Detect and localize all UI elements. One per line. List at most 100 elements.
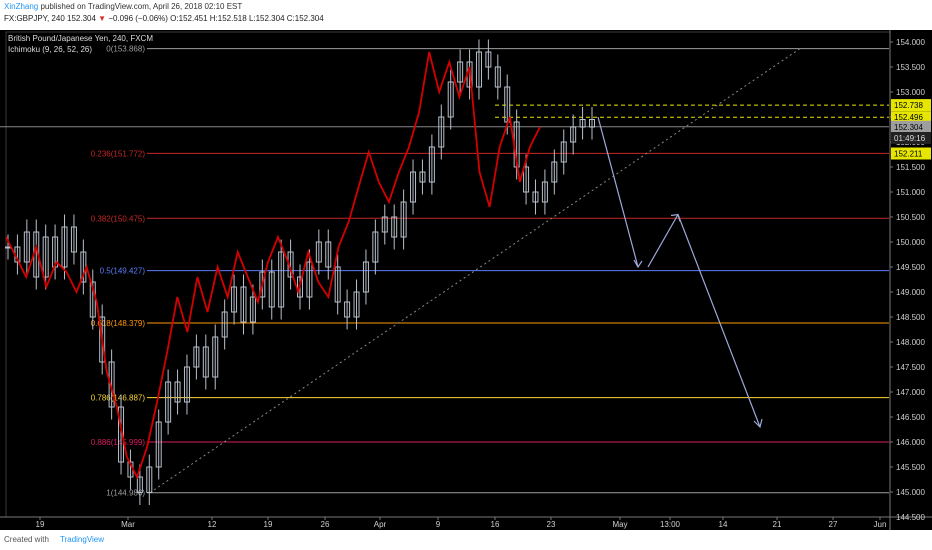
candle-body [165,381,172,423]
candle-body [494,66,501,88]
fib-level-label: 0.382(150.475) [91,214,146,223]
y-tick-label: 153.500 [896,63,925,72]
price-label-box [891,111,931,124]
candle-body [344,301,351,318]
x-tick-label: 12 [208,520,217,529]
last-price: 152.304 [67,14,96,23]
x-tick-label: 27 [829,520,838,529]
publish-header: XinZhang published on TradingView.com, A… [0,0,932,30]
y-tick-label: 153.000 [896,88,925,97]
fib-level-label: 0.236(151.772) [91,149,146,158]
y-tick-label: 145.500 [896,463,925,472]
candle-body [174,381,181,403]
trendline [149,48,801,494]
x-tick-label: 26 [321,520,330,529]
x-tick-label: 14 [719,520,728,529]
candle-body [551,161,558,183]
price-label-box [891,132,931,144]
published-text: published on TradingView.com, April 26, … [40,2,243,11]
author-link[interactable]: XinZhang [4,2,39,11]
candle-body [278,251,285,308]
candle-body [193,346,200,368]
high-value: H:152.518 [209,14,247,23]
x-tick-label: Apr [374,520,387,529]
candle-body [438,116,445,148]
candle-body [42,236,49,278]
x-tick-label: 19 [264,520,273,529]
fib-level-label: 1(144.986) [106,489,145,498]
y-tick-label: 150.500 [896,213,925,222]
indicator-title: Ichimoku (9, 26, 52, 26) [8,45,93,54]
candle-body [362,261,369,293]
candle-body [400,201,407,238]
y-tick-label: 151.500 [896,163,925,172]
candle-body [410,171,417,203]
candle-body [259,271,266,298]
y-tick-label: 147.000 [896,388,925,397]
x-tick-label: 21 [773,520,782,529]
y-tick-label: 144.500 [896,513,925,522]
candle-body [353,291,360,318]
candle-body [475,51,482,88]
candle-body [249,296,256,323]
x-tick-label: 23 [547,520,556,529]
projection-arrow-2 [647,214,679,268]
close-value: C:152.304 [286,14,324,23]
candle-body [428,146,435,183]
candle-body [146,466,153,493]
candle-body [523,166,530,193]
candle-body [297,276,303,298]
y-tick-label: 146.000 [896,438,925,447]
candle-body [61,226,68,268]
low-value: L:152.304 [248,14,285,23]
price-chart-svg[interactable]: 154.000153.500153.000152.500152.000151.5… [0,30,932,530]
y-tick-label: 145.000 [896,488,925,497]
y-tick-label: 154.000 [896,38,925,47]
x-tick-label: 9 [436,520,441,529]
candle-body [579,119,586,128]
y-tick-label: 151.000 [896,188,925,197]
candle-body [5,246,11,249]
change-value: −0.096 (−0.06%) [108,14,168,23]
open-value: O:152.451 [170,14,208,23]
y-tick-label: 147.500 [896,363,925,372]
price-label-text: 01:49:16 [894,134,926,143]
candle-body [419,171,426,183]
candle-body [541,181,548,203]
price-label-text: 152.304 [894,123,923,132]
price-label-box [891,99,931,112]
y-tick-label: 146.500 [896,413,925,422]
chart-area[interactable]: 154.000153.500153.000152.500152.000151.5… [0,30,932,530]
y-tick-label: 150.000 [896,238,925,247]
fib-level-label: 0(153.868) [106,45,145,54]
tradingview-logo[interactable]: TradingView [60,535,105,544]
y-tick-label: 149.500 [896,263,925,272]
y-tick-label: 148.500 [896,313,925,322]
candle-body [23,231,30,263]
candle-body [70,226,77,253]
fib-level-label: 0.618(148.379) [91,319,146,328]
candle-body [532,191,539,203]
down-arrow-icon: ▼ [98,14,107,23]
price-label-text: 152.738 [894,101,923,110]
x-tick-label: 16 [491,520,500,529]
y-tick-label: 148.000 [896,338,925,347]
price-label-text: 152.496 [894,113,923,122]
candle-body [155,421,162,468]
candle-body [570,126,577,143]
x-tick-label: May [612,520,627,529]
candle-body [231,286,238,313]
symbol-label: FX:GBPJPY, 240 [4,14,65,23]
candle-body [315,241,322,263]
candle-body [325,241,332,268]
candle-body [306,261,313,298]
chart-title: British Pound/Japanese Yen, 240, FXCM [8,34,153,43]
candle-body [268,271,275,308]
candle-body [212,336,219,378]
candle-body [99,316,106,363]
x-tick-label: 13:00 [660,520,681,529]
publish-info: XinZhang published on TradingView.com, A… [4,2,242,11]
x-tick-label: Mar [121,520,135,529]
ohlc-bar: FX:GBPJPY, 240 152.304 ▼ −0.096 (−0.06%)… [4,14,324,23]
candle-body [447,81,454,118]
